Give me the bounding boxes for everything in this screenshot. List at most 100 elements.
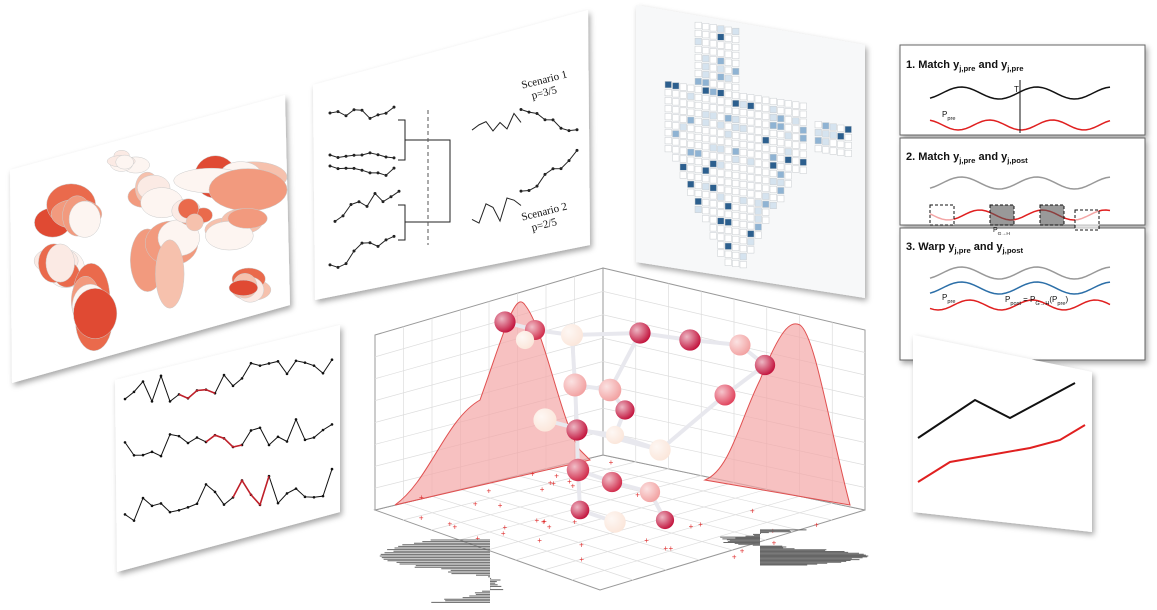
point (249, 361, 253, 365)
grid-cell (754, 207, 762, 215)
point (543, 172, 547, 176)
grid-cell (754, 103, 762, 111)
grid-cell (687, 92, 695, 100)
grid-cell (709, 120, 717, 128)
label-subscript: pre (947, 116, 955, 122)
label-text: P (1005, 295, 1010, 304)
grid-cell (687, 180, 695, 188)
point (321, 494, 325, 498)
grid-cell (799, 134, 807, 142)
grid-cell (739, 181, 747, 189)
point (384, 238, 388, 242)
label: Ppre (942, 110, 955, 122)
grid-cell (694, 77, 702, 85)
grid-cell (724, 82, 732, 90)
grid-cell (717, 73, 725, 81)
series-line (929, 176, 1111, 190)
marker: + (503, 523, 508, 532)
grid-cell (717, 169, 725, 177)
grid-cell (747, 110, 755, 118)
grid-cell (672, 90, 680, 98)
grid-cell (694, 165, 702, 173)
point (222, 373, 226, 377)
grid-cell (769, 121, 777, 129)
grid-cell (694, 61, 702, 69)
point (330, 467, 334, 471)
point (336, 110, 340, 114)
marker: + (814, 521, 819, 530)
grid-cell (694, 101, 702, 109)
grid-cell (784, 132, 792, 140)
point (535, 184, 539, 188)
grid-cell (732, 195, 740, 203)
grid-cell (792, 133, 800, 141)
grid-cell (784, 140, 792, 148)
grid-cell (702, 111, 710, 119)
grid-cell (702, 31, 710, 39)
grid-cell (709, 168, 717, 176)
marker: + (487, 487, 492, 496)
link (571, 331, 641, 337)
grid-cell (664, 129, 672, 137)
label-subscript: j,post (1002, 246, 1024, 255)
grid-cell (732, 243, 740, 251)
grid-cell (709, 24, 717, 32)
point (368, 171, 372, 175)
grid-cell (717, 217, 725, 225)
grid-cell (702, 167, 710, 175)
grid-cell (717, 121, 725, 129)
grid-cell (724, 42, 732, 50)
grid-cell (709, 104, 717, 112)
grid-cell (724, 234, 732, 242)
series-line (929, 266, 1111, 280)
marker: + (535, 516, 540, 525)
map-region (227, 208, 268, 229)
grid-cell (769, 113, 777, 121)
series-line (929, 281, 1111, 295)
point (303, 495, 307, 499)
point (392, 156, 396, 160)
grid-cell (754, 143, 762, 151)
grid-cell (822, 146, 830, 154)
grid-cell (837, 132, 845, 140)
grid-cell (837, 124, 845, 132)
point (352, 166, 356, 170)
point (159, 454, 163, 458)
node-shine (655, 510, 675, 530)
point (384, 155, 388, 159)
grid-cell (784, 148, 792, 156)
grid-cell (679, 131, 687, 139)
grid-cell (724, 106, 732, 114)
map-region (228, 279, 258, 296)
point (195, 436, 199, 439)
point (575, 128, 579, 132)
point (360, 108, 364, 112)
grid-cell (717, 209, 725, 217)
series-line (471, 112, 522, 132)
node-shine (598, 378, 622, 402)
grid-cell (694, 29, 702, 37)
grid-cell (769, 201, 777, 209)
series-line (929, 299, 1111, 311)
grid-cell (724, 258, 732, 266)
marker: + (698, 520, 703, 529)
grid-cell (717, 97, 725, 105)
point (559, 126, 563, 130)
grid-cell (709, 144, 717, 152)
point (575, 148, 579, 152)
grid-cell (664, 81, 672, 89)
label: 1. Match yj,pre and yj,pre (906, 59, 1024, 73)
grid-cell (664, 105, 672, 113)
grid-cell (709, 88, 717, 96)
grid-cell (739, 189, 747, 197)
point (123, 513, 127, 516)
grid-cell (784, 124, 792, 132)
point (312, 495, 316, 499)
point (365, 204, 369, 208)
point (357, 200, 361, 204)
point (258, 364, 262, 367)
grid-cell (762, 176, 770, 184)
marker: + (669, 544, 674, 553)
grid-cell (687, 156, 695, 164)
marker: + (663, 544, 668, 553)
